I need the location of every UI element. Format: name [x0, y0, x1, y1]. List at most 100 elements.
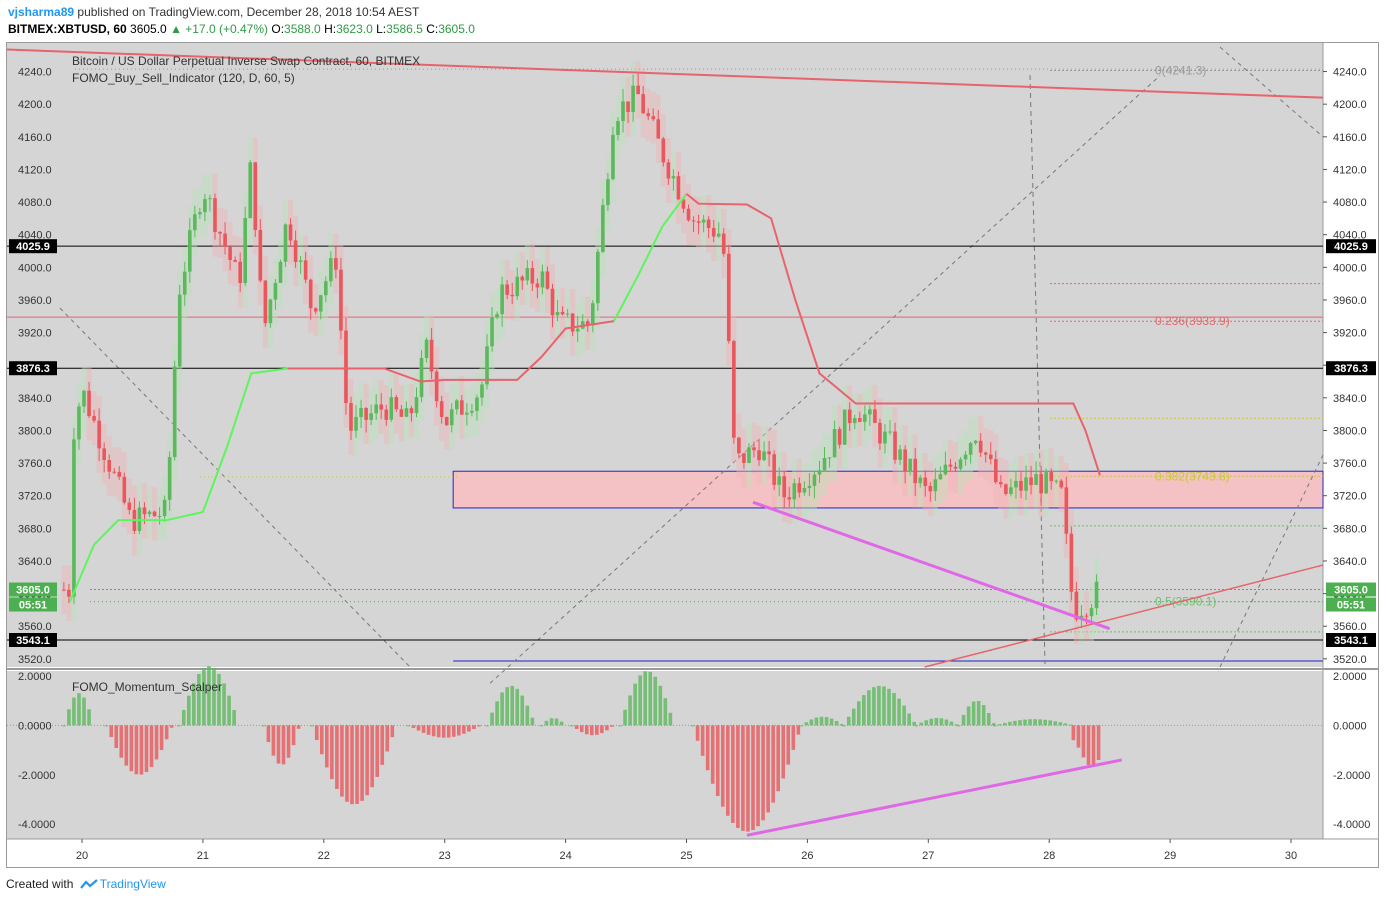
momentum-bar[interactable]: [700, 725, 705, 756]
momentum-bar[interactable]: [862, 695, 866, 726]
fomo-buy-line[interactable]: [613, 193, 688, 322]
momentum-bar[interactable]: [663, 698, 668, 726]
candle[interactable]: [1004, 484, 1008, 494]
momentum-bar[interactable]: [296, 725, 301, 729]
candle[interactable]: [893, 431, 897, 460]
momentum-bar[interactable]: [227, 695, 231, 726]
momentum-bar[interactable]: [902, 705, 906, 726]
candle[interactable]: [470, 410, 474, 413]
momentum-bar[interactable]: [1071, 725, 1076, 741]
candle[interactable]: [782, 476, 787, 498]
candle[interactable]: [344, 330, 348, 404]
candle[interactable]: [797, 483, 802, 493]
candle[interactable]: [812, 474, 817, 486]
momentum-bar[interactable]: [776, 725, 780, 792]
candle[interactable]: [888, 431, 892, 433]
momentum-bar[interactable]: [976, 701, 981, 726]
momentum-bar[interactable]: [668, 712, 673, 726]
momentum-bar[interactable]: [781, 725, 786, 779]
candle[interactable]: [172, 366, 177, 458]
candle[interactable]: [520, 276, 525, 281]
candle[interactable]: [1019, 480, 1023, 491]
candle[interactable]: [379, 404, 384, 410]
candle[interactable]: [883, 431, 887, 444]
candle[interactable]: [606, 179, 610, 206]
momentum-bar[interactable]: [559, 721, 564, 726]
momentum-bar[interactable]: [411, 725, 416, 729]
momentum-bar[interactable]: [954, 724, 959, 726]
candle[interactable]: [283, 224, 288, 262]
candle[interactable]: [742, 453, 746, 463]
candle[interactable]: [570, 313, 575, 332]
candle[interactable]: [142, 507, 147, 515]
momentum-bar[interactable]: [814, 717, 819, 726]
candle[interactable]: [767, 451, 771, 455]
candle[interactable]: [933, 479, 938, 492]
momentum-bar[interactable]: [736, 725, 740, 828]
momentum-bar[interactable]: [426, 725, 431, 735]
candle[interactable]: [530, 268, 535, 284]
momentum-bar[interactable]: [715, 725, 720, 796]
momentum-bar[interactable]: [1018, 720, 1022, 726]
candle[interactable]: [656, 119, 661, 139]
candle[interactable]: [77, 406, 81, 440]
candle[interactable]: [938, 474, 943, 480]
momentum-bar[interactable]: [520, 695, 525, 726]
momentum-bar[interactable]: [929, 718, 934, 726]
momentum-bar[interactable]: [809, 719, 814, 726]
momentum-bar[interactable]: [286, 725, 291, 758]
momentum-bar[interactable]: [1076, 725, 1081, 748]
momentum-bar[interactable]: [1003, 722, 1007, 726]
momentum-bar[interactable]: [169, 725, 174, 728]
candle[interactable]: [1074, 591, 1079, 620]
candle[interactable]: [349, 403, 353, 431]
momentum-bar[interactable]: [956, 725, 961, 727]
momentum-bar[interactable]: [416, 725, 421, 731]
momentum-bar[interactable]: [961, 714, 966, 726]
candle[interactable]: [711, 228, 716, 237]
candle[interactable]: [475, 397, 479, 411]
candle[interactable]: [82, 390, 86, 407]
countdown-tag-left[interactable]: [9, 597, 57, 612]
momentum-bar[interactable]: [741, 725, 745, 831]
momentum-bar[interactable]: [149, 725, 154, 767]
candle[interactable]: [223, 233, 227, 247]
candle[interactable]: [827, 457, 832, 459]
candle[interactable]: [102, 448, 106, 461]
candle[interactable]: [777, 476, 781, 485]
candle[interactable]: [651, 116, 656, 120]
price-tag-left[interactable]: [9, 239, 57, 254]
demand-zone-box[interactable]: [452, 470, 1324, 509]
momentum-bar[interactable]: [791, 725, 796, 750]
candle[interactable]: [983, 452, 988, 455]
candle[interactable]: [1069, 533, 1074, 592]
momentum-bar[interactable]: [446, 725, 451, 738]
momentum-bar[interactable]: [385, 725, 390, 752]
momentum-bar[interactable]: [431, 725, 436, 737]
momentum-bar[interactable]: [648, 671, 653, 726]
momentum-bar[interactable]: [628, 695, 632, 726]
momentum-bar[interactable]: [867, 690, 871, 726]
momentum-bar[interactable]: [882, 686, 886, 726]
candle[interactable]: [994, 459, 998, 483]
candle[interactable]: [943, 464, 948, 475]
candle[interactable]: [1009, 487, 1013, 494]
candle[interactable]: [97, 420, 101, 449]
candle[interactable]: [1094, 581, 1099, 609]
candle[interactable]: [228, 246, 232, 261]
candle[interactable]: [1089, 608, 1094, 617]
momentum-bar[interactable]: [129, 725, 134, 772]
candle[interactable]: [1044, 472, 1048, 494]
candle[interactable]: [434, 371, 439, 402]
candle[interactable]: [908, 458, 912, 472]
momentum-bar[interactable]: [124, 725, 129, 766]
momentum-bar[interactable]: [1058, 722, 1063, 726]
momentum-bar[interactable]: [495, 701, 499, 726]
momentum-bar[interactable]: [370, 725, 374, 788]
momentum-bar[interactable]: [690, 725, 695, 727]
momentum-bar[interactable]: [109, 725, 114, 738]
candle[interactable]: [928, 485, 933, 492]
candle[interactable]: [334, 258, 338, 270]
momentum-bar[interactable]: [104, 725, 108, 727]
author-link[interactable]: vjsharma89: [8, 5, 75, 19]
